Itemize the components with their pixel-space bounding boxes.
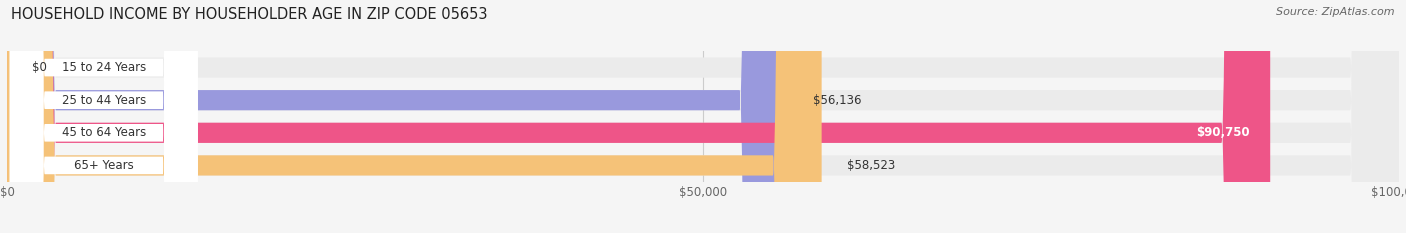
Text: $0: $0: [32, 61, 46, 74]
FancyBboxPatch shape: [10, 0, 198, 233]
Text: Source: ZipAtlas.com: Source: ZipAtlas.com: [1277, 7, 1395, 17]
FancyBboxPatch shape: [7, 0, 1270, 233]
Text: $56,136: $56,136: [814, 94, 862, 107]
FancyBboxPatch shape: [7, 0, 1399, 233]
FancyBboxPatch shape: [10, 0, 198, 233]
Text: 45 to 64 Years: 45 to 64 Years: [62, 126, 146, 139]
Text: $90,750: $90,750: [1195, 126, 1250, 139]
Text: 25 to 44 Years: 25 to 44 Years: [62, 94, 146, 107]
FancyBboxPatch shape: [10, 0, 198, 233]
FancyBboxPatch shape: [7, 0, 789, 233]
FancyBboxPatch shape: [10, 0, 198, 233]
FancyBboxPatch shape: [7, 0, 1399, 233]
Text: 15 to 24 Years: 15 to 24 Years: [62, 61, 146, 74]
Text: HOUSEHOLD INCOME BY HOUSEHOLDER AGE IN ZIP CODE 05653: HOUSEHOLD INCOME BY HOUSEHOLDER AGE IN Z…: [11, 7, 488, 22]
Text: 65+ Years: 65+ Years: [75, 159, 134, 172]
FancyBboxPatch shape: [7, 0, 1399, 233]
FancyBboxPatch shape: [7, 0, 821, 233]
Text: $58,523: $58,523: [846, 159, 896, 172]
FancyBboxPatch shape: [7, 0, 1399, 233]
